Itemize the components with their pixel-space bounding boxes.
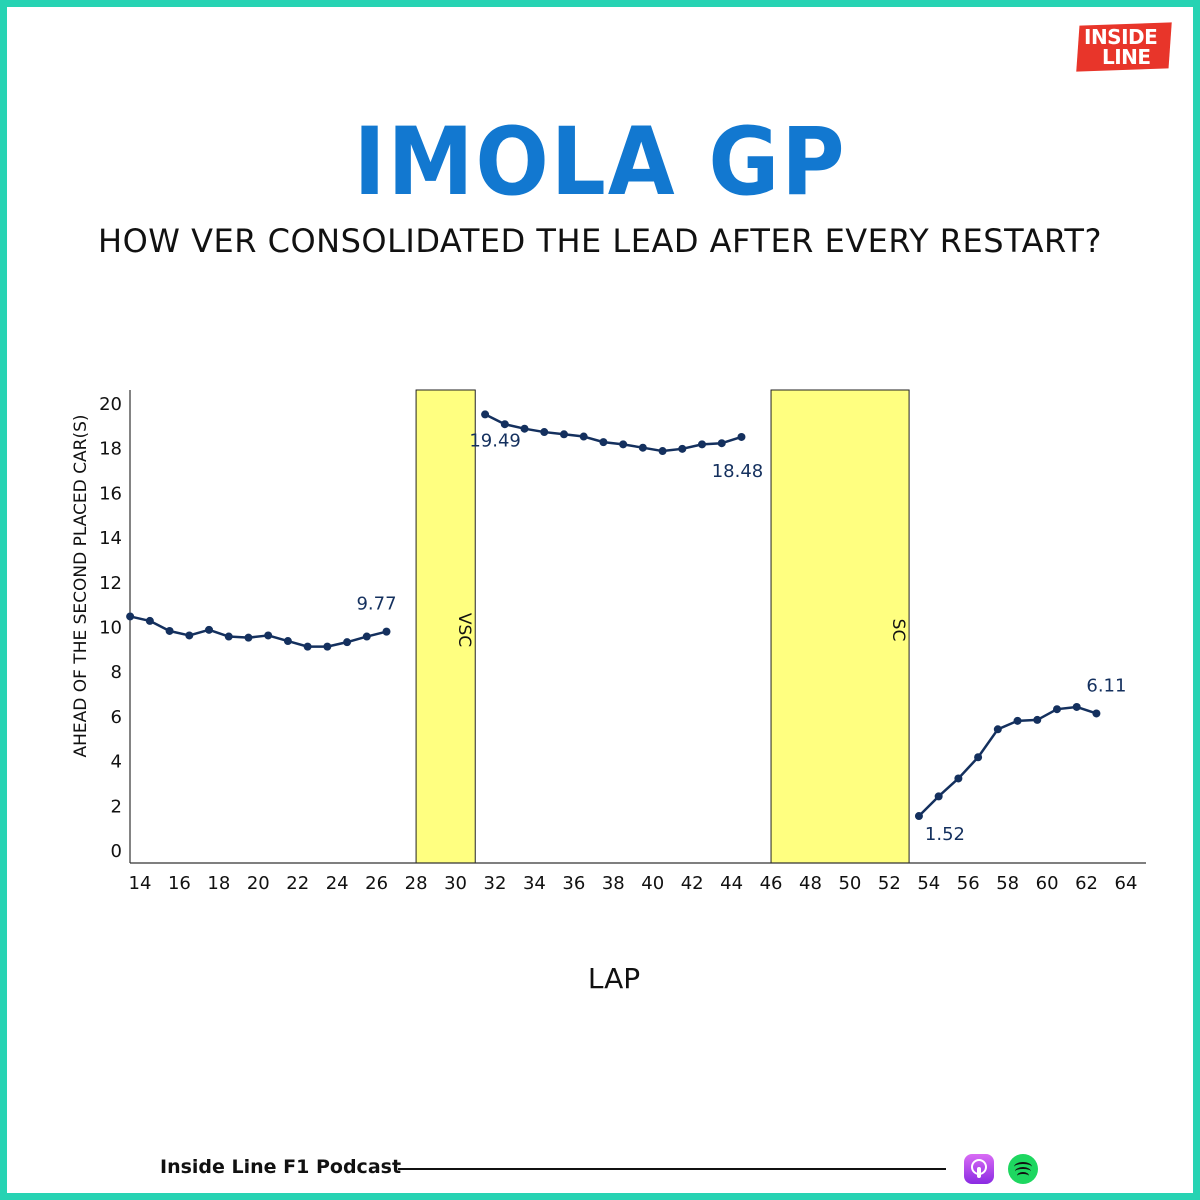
x-tick-label: 36	[562, 873, 585, 894]
y-axis-title: AHEAD OF THE SECOND PLACED CAR(S)	[71, 414, 91, 757]
y-tick-label: 16	[99, 483, 122, 504]
logo-line2: LINE	[1102, 45, 1151, 69]
x-tick-label: 40	[641, 873, 664, 894]
x-tick-label: 60	[1036, 873, 1059, 894]
x-tick-label: 32	[484, 873, 507, 894]
podcast-icon[interactable]	[964, 1154, 994, 1184]
x-tick-label: 52	[878, 873, 901, 894]
x-tick-label: 34	[523, 873, 546, 894]
x-tick-label: 14	[129, 873, 152, 894]
data-point	[737, 432, 746, 441]
data-point	[619, 440, 628, 449]
x-tick-label: 50	[838, 873, 861, 894]
data-label: 19.49	[469, 430, 521, 451]
data-point	[1013, 716, 1022, 725]
data-point	[717, 439, 726, 448]
data-point	[264, 631, 273, 640]
data-point	[362, 632, 371, 641]
data-point	[224, 632, 233, 641]
x-axis-title: LAP	[587, 962, 641, 995]
y-tick-label: 0	[111, 841, 122, 862]
data-point	[1033, 715, 1042, 724]
data-point	[303, 642, 312, 651]
x-tick-label: 22	[286, 873, 309, 894]
x-tick-label: 56	[957, 873, 980, 894]
x-tick-label: 46	[760, 873, 783, 894]
inside-line-logo: INSIDE LINE	[1076, 22, 1174, 74]
footer-divider	[398, 1168, 946, 1170]
shaded-region-label: VSC	[454, 613, 474, 647]
data-point	[540, 428, 549, 437]
data-point	[658, 447, 667, 456]
y-tick-label: 6	[111, 707, 122, 728]
data-point	[185, 631, 194, 640]
x-tick-label: 38	[602, 873, 625, 894]
shaded-region-sc	[770, 389, 910, 864]
data-point	[205, 625, 214, 634]
data-point	[500, 420, 509, 429]
data-point	[579, 432, 588, 441]
data-point	[698, 440, 707, 449]
spotify-icon[interactable]	[1008, 1154, 1038, 1184]
x-tick-label: 30	[444, 873, 467, 894]
data-point	[678, 444, 687, 453]
data-point	[1092, 709, 1101, 718]
data-point	[244, 633, 253, 642]
data-point	[1072, 702, 1081, 711]
data-point	[599, 438, 608, 447]
data-point	[283, 637, 292, 646]
x-tick-label: 42	[681, 873, 704, 894]
data-point	[638, 443, 647, 452]
x-tick-label: 28	[405, 873, 428, 894]
y-tick-label: 2	[111, 796, 122, 817]
y-tick-label: 10	[99, 618, 122, 639]
data-point	[520, 424, 529, 433]
logo-line1: INSIDE	[1084, 25, 1158, 49]
y-tick-label: 18	[99, 439, 122, 460]
y-tick-label: 4	[111, 752, 122, 773]
data-point	[323, 642, 332, 651]
x-tick-label: 24	[326, 873, 349, 894]
page-title: IMOLA GP	[353, 108, 847, 217]
y-tick-label: 8	[111, 662, 122, 683]
data-point	[914, 812, 923, 821]
data-point	[126, 612, 135, 621]
footer-podcast-name: Inside Line F1 Podcast	[160, 1156, 402, 1178]
shaded-region-vsc	[415, 389, 476, 864]
data-point	[1052, 705, 1061, 714]
data-point	[165, 626, 174, 635]
y-tick-label: 20	[99, 394, 122, 415]
x-tick-label: 26	[365, 873, 388, 894]
series-line-3	[918, 705, 1097, 817]
x-tick-label: 58	[996, 873, 1019, 894]
y-tick-label: 12	[99, 573, 122, 594]
x-tick-label: 44	[720, 873, 743, 894]
x-tick-label: 48	[799, 873, 822, 894]
data-point	[481, 410, 490, 419]
data-label: 18.48	[712, 461, 764, 482]
data-point	[993, 725, 1002, 734]
data-point	[343, 638, 352, 647]
x-tick-label: 20	[247, 873, 270, 894]
data-point	[954, 774, 963, 783]
data-label: 6.11	[1086, 675, 1126, 696]
x-tick-label: 54	[917, 873, 940, 894]
x-tick-label: 64	[1115, 873, 1138, 894]
data-point	[974, 753, 983, 762]
x-tick-label: 62	[1075, 873, 1098, 894]
data-point	[145, 616, 154, 625]
shaded-region-label: SC	[888, 619, 908, 642]
data-point	[934, 792, 943, 801]
page-subtitle: HOW VER CONSOLIDATED THE LEAD AFTER EVER…	[98, 222, 1102, 260]
data-label: 1.52	[925, 824, 965, 845]
x-tick-label: 16	[168, 873, 191, 894]
data-label: 9.77	[356, 594, 396, 615]
y-tick-label: 14	[99, 528, 122, 549]
data-point	[559, 430, 568, 439]
x-tick-label: 18	[207, 873, 230, 894]
data-point	[382, 627, 391, 636]
